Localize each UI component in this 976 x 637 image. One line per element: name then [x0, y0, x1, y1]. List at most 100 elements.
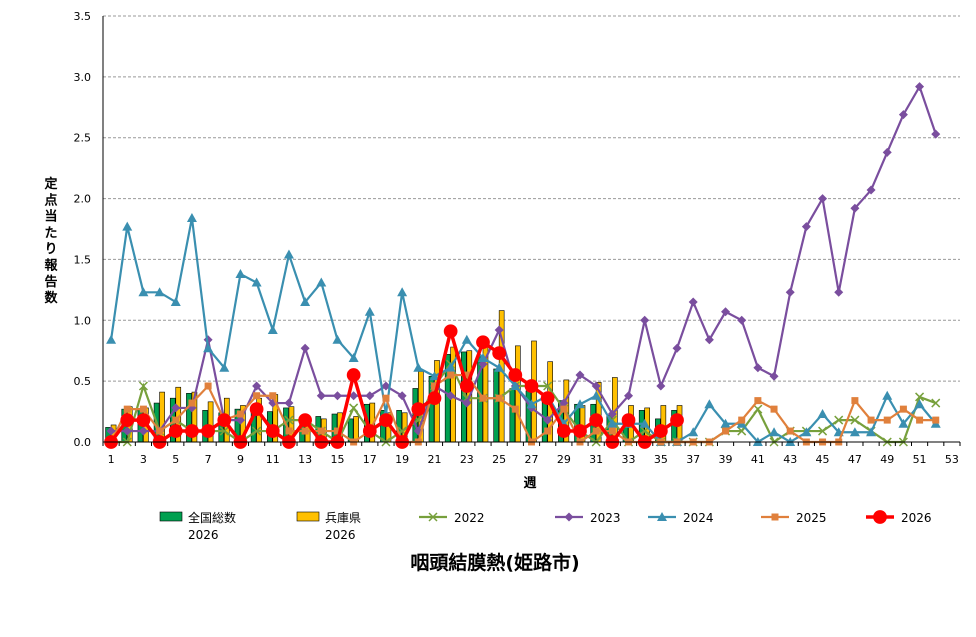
point-2024	[445, 362, 456, 372]
point-2023	[316, 391, 326, 401]
point-2025	[738, 416, 746, 424]
point-2023	[138, 426, 148, 436]
point-2024	[639, 418, 650, 428]
point-2024	[348, 353, 359, 363]
point-2026	[411, 402, 426, 417]
point-2026	[589, 413, 604, 427]
line-2022	[111, 361, 937, 444]
point-2022-stroke	[915, 392, 925, 402]
legend-swatch	[159, 511, 183, 522]
point-2025	[253, 392, 261, 400]
y-tick-label: 2.0	[74, 193, 92, 206]
point-2023	[866, 185, 876, 195]
point-2023	[171, 403, 181, 413]
point-2025	[608, 427, 616, 435]
point-2022	[219, 426, 229, 436]
point-2025	[430, 382, 438, 390]
chart-title: 咽頭結膜熱(姫路市)	[410, 551, 579, 574]
legend: 全国総数 2026 兵庫県 2026 2022 2023 2024 2025 2026	[159, 510, 932, 542]
y-axis-label-char: 数	[44, 290, 58, 306]
point-2022	[252, 426, 262, 436]
point-2023	[721, 307, 731, 317]
point-2023	[543, 415, 553, 425]
point-2026	[573, 424, 587, 438]
y-tick-label: 3.5	[74, 10, 92, 23]
point-2022	[753, 404, 763, 414]
y-tick-label: 3.0	[74, 71, 92, 84]
point-2026	[524, 379, 539, 393]
point-2022-stroke	[252, 426, 262, 436]
x-tick-label: 3	[140, 453, 147, 466]
point-2025	[479, 394, 487, 402]
x-tick-label: 33	[622, 453, 636, 466]
point-2024	[316, 277, 327, 287]
point-2024	[122, 221, 133, 231]
bar-national	[509, 388, 516, 443]
point-2024	[138, 287, 149, 297]
point-2026	[540, 391, 555, 406]
point-2024	[494, 362, 505, 372]
x-tick-label: 51	[913, 453, 927, 466]
point-2025	[139, 405, 147, 413]
point-2024	[283, 249, 294, 259]
point-2022	[543, 381, 553, 391]
point-2024	[300, 297, 311, 307]
x-tick-label: 37	[686, 453, 700, 466]
point-2026	[556, 424, 571, 438]
point-2026	[362, 424, 377, 438]
y-tick-label: 0.0	[74, 436, 92, 449]
point-2026	[249, 402, 264, 417]
point-2022-stroke	[543, 381, 553, 391]
point-2022	[138, 381, 148, 391]
legend-label: 2026	[188, 528, 219, 542]
point-2025	[172, 416, 180, 424]
x-tick-label: 17	[363, 453, 377, 466]
point-2025	[560, 405, 568, 413]
point-2025	[236, 410, 244, 418]
legend-marker	[873, 510, 887, 524]
x-tick-label: 11	[266, 453, 280, 466]
point-2024	[898, 418, 909, 428]
point-2023	[349, 391, 359, 401]
point-2024	[914, 399, 925, 409]
point-2022	[818, 426, 828, 436]
point-2026	[168, 424, 183, 438]
point-2023	[640, 315, 650, 325]
point-2023	[446, 391, 456, 401]
point-2024	[364, 306, 375, 316]
point-2024	[526, 399, 537, 409]
point-2024	[510, 381, 521, 391]
line-2025	[110, 373, 936, 444]
y-axis-label-char: 点	[44, 192, 57, 208]
y-tick-label: 1.5	[74, 253, 92, 266]
point-2024	[801, 427, 812, 437]
point-2023	[834, 287, 844, 297]
x-tick-label: 39	[719, 453, 733, 466]
point-2025	[899, 405, 907, 413]
point-2025	[463, 371, 471, 379]
legend-label: 2022	[454, 511, 485, 525]
point-2023	[785, 287, 795, 297]
x-tick-label: 53	[945, 453, 959, 466]
point-2024	[154, 287, 165, 297]
point-2022-stroke	[753, 404, 763, 414]
point-2023	[656, 381, 666, 391]
legend-label: 2026	[325, 528, 356, 542]
legend-marker	[564, 512, 574, 522]
point-2025	[382, 394, 390, 402]
point-2025	[722, 427, 730, 435]
point-2026	[427, 391, 442, 406]
point-2023	[769, 371, 779, 381]
point-2023	[122, 426, 132, 436]
point-2024	[170, 297, 181, 307]
y-axis-label-char: 定	[43, 176, 57, 192]
point-2023	[300, 343, 310, 353]
point-2025	[317, 427, 325, 435]
point-2024	[251, 277, 262, 287]
point-2024	[591, 390, 602, 400]
point-2022-stroke	[138, 381, 148, 391]
point-2024	[575, 399, 586, 409]
legend-label: 2024	[683, 511, 714, 525]
point-2025	[188, 399, 196, 407]
